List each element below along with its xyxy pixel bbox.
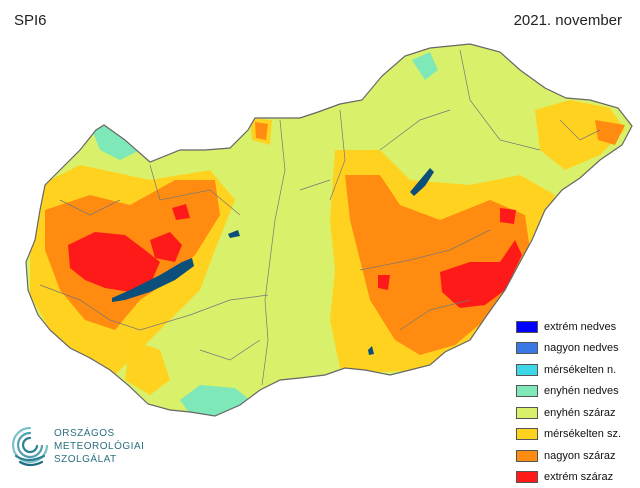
legend-swatch bbox=[516, 450, 538, 462]
zone-nagyon-szaraz-n bbox=[255, 122, 268, 140]
legend-label: extrém nedves bbox=[544, 321, 616, 333]
swirl-icon bbox=[8, 422, 52, 470]
logo-line3: SZOLGÁLAT bbox=[54, 454, 117, 465]
legend-swatch bbox=[516, 342, 538, 354]
legend-swatch bbox=[516, 364, 538, 376]
legend: extrém nedves nagyon nedves mérsékelten … bbox=[516, 316, 636, 488]
zone-extrem-szaraz-e2 bbox=[500, 208, 516, 224]
omsz-logo: ORSZÁGOS METEOROLÓGIAI SZOLGÁLAT bbox=[8, 422, 168, 474]
legend-swatch bbox=[516, 428, 538, 440]
legend-label: enyhén nedves bbox=[544, 385, 619, 397]
legend-item: enyhén nedves bbox=[516, 381, 636, 403]
legend-label: mérsékelten sz. bbox=[544, 428, 621, 440]
legend-label: nagyon száraz bbox=[544, 450, 616, 462]
legend-item: enyhén száraz bbox=[516, 402, 636, 424]
legend-item: mérsékelten n. bbox=[516, 359, 636, 381]
legend-swatch bbox=[516, 407, 538, 419]
legend-label: mérsékelten n. bbox=[544, 364, 616, 376]
legend-label: extrém száraz bbox=[544, 471, 613, 483]
legend-label: enyhén száraz bbox=[544, 407, 616, 419]
legend-item: extrém nedves bbox=[516, 316, 636, 338]
logo-line2: METEOROLÓGIAI bbox=[54, 441, 144, 452]
legend-item: nagyon nedves bbox=[516, 338, 636, 360]
legend-swatch bbox=[516, 385, 538, 397]
zone-extrem-szaraz-e3 bbox=[378, 275, 390, 290]
legend-item: mérsékelten sz. bbox=[516, 424, 636, 446]
legend-label: nagyon nedves bbox=[544, 342, 619, 354]
legend-swatch bbox=[516, 321, 538, 333]
legend-item: nagyon száraz bbox=[516, 445, 636, 467]
legend-swatch bbox=[516, 471, 538, 483]
legend-item: extrém száraz bbox=[516, 467, 636, 488]
logo-line1: ORSZÁGOS bbox=[54, 428, 115, 439]
